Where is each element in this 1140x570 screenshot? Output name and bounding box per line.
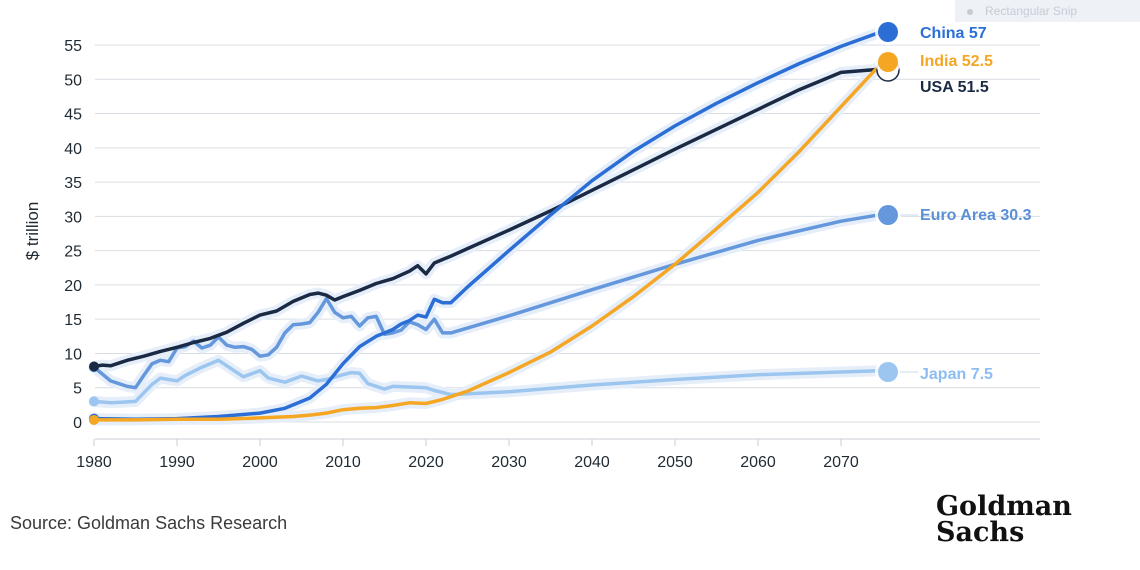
y-tick-label: 15 xyxy=(64,312,82,329)
series-line-china xyxy=(92,29,885,422)
logo-line-1: Goldman xyxy=(936,491,1072,522)
end-marker-china xyxy=(878,22,898,42)
end-label-euro-area: Euro Area 30.3 xyxy=(920,207,1032,224)
series-start-point-japan xyxy=(89,396,99,407)
x-tick-label: 1980 xyxy=(76,454,112,471)
series-start-point-india xyxy=(89,414,99,425)
rectangular-snip-overlay[interactable]: Rectangular Snip xyxy=(955,0,1140,22)
end-marker-euro-area xyxy=(878,205,898,225)
end-label-japan: Japan 7.5 xyxy=(920,366,993,383)
y-axis-title: $ trillion xyxy=(23,202,42,261)
series-lines xyxy=(88,25,888,426)
source-note: Source: Goldman Sachs Research xyxy=(10,513,288,533)
x-tick-label: 2000 xyxy=(242,454,278,471)
x-tick-label: 2030 xyxy=(491,454,527,471)
series-start-point-usa xyxy=(89,361,99,372)
x-tick-label: 1990 xyxy=(159,454,195,471)
y-tick-label: 5 xyxy=(73,381,82,398)
y-axis-ticks: 0 5 10 15 20 25 30 35 40 45 50 55 xyxy=(64,38,82,432)
y-tick-label: 20 xyxy=(64,278,82,295)
y-tick-label: 40 xyxy=(64,141,82,158)
end-label-usa: USA 51.5 xyxy=(920,79,989,96)
y-tick-label: 45 xyxy=(64,107,82,124)
y-tick-label: 35 xyxy=(64,175,82,192)
logo-line-2: Sachs xyxy=(936,517,1025,548)
y-tick-label: 55 xyxy=(64,38,82,55)
goldman-sachs-logo: Goldman Sachs xyxy=(936,491,1076,548)
end-label-china: China 57 xyxy=(920,25,987,42)
y-tick-label: 0 xyxy=(73,415,82,432)
end-marker-japan xyxy=(878,362,898,382)
series-line-japan xyxy=(92,358,885,405)
end-marker-india xyxy=(878,52,898,72)
y-tick-label: 30 xyxy=(64,209,82,226)
x-tick-label: 2070 xyxy=(823,454,859,471)
x-tick-label: 2040 xyxy=(574,454,610,471)
y-tick-label: 10 xyxy=(64,346,82,363)
x-tick-label: 2010 xyxy=(325,454,361,471)
y-tick-label: 25 xyxy=(64,244,82,261)
x-axis-ticks: 1980 1990 2000 2010 2020 2030 2040 2050 2060 2070 xyxy=(76,439,859,471)
y-tick-label: 50 xyxy=(64,72,82,89)
x-tick-label: 2020 xyxy=(408,454,444,471)
x-tick-label: 2060 xyxy=(740,454,776,471)
end-labels: USA 51.5 Euro Area 30.3 Japan 7.5 China 57 I… xyxy=(875,19,1032,385)
snip-icon xyxy=(967,8,973,15)
snip-label: Rectangular Snip xyxy=(985,4,1078,18)
series-line-usa xyxy=(92,67,885,369)
end-label-india: India 52.5 xyxy=(920,53,993,70)
series-line-euro-area xyxy=(92,212,885,390)
series-line-india xyxy=(92,60,885,422)
x-tick-label: 2050 xyxy=(657,454,693,471)
